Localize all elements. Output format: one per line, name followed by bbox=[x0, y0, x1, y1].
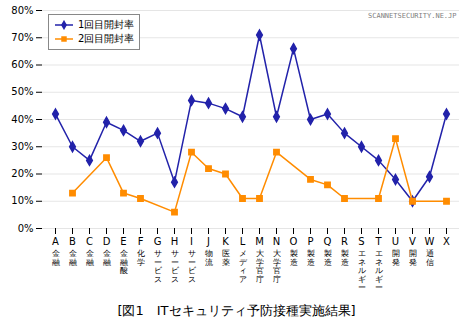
html-text:2回目開封率: 2回目開封率 bbox=[78, 33, 135, 44]
svg-text:60%: 60% bbox=[11, 59, 33, 70]
svg-text:エネルギー: エネルギー bbox=[375, 249, 383, 292]
svg-text:H: H bbox=[171, 236, 179, 247]
svg-text:40%: 40% bbox=[11, 114, 33, 125]
svg-text:サービス: サービス bbox=[188, 249, 197, 283]
svg-text:製造: 製造 bbox=[290, 249, 298, 266]
svg-text:N: N bbox=[273, 236, 280, 247]
svg-text:大学官庁: 大学官庁 bbox=[273, 249, 281, 283]
svg-text:金融: 金融 bbox=[86, 249, 94, 266]
svg-text:物流: 物流 bbox=[205, 249, 213, 266]
svg-text:V: V bbox=[409, 236, 416, 247]
svg-text:金融: 金融 bbox=[103, 249, 111, 266]
svg-text:E: E bbox=[120, 236, 126, 247]
svg-text:大学官庁: 大学官庁 bbox=[256, 249, 264, 283]
html-text:1回目開封率: 1回目開封率 bbox=[78, 19, 135, 30]
svg-text:W: W bbox=[425, 236, 435, 247]
svg-text:金融酸: 金融酸 bbox=[120, 249, 128, 275]
svg-text:80%: 80% bbox=[11, 5, 33, 16]
svg-text:SCANNETSECURITY.NE.JP: SCANNETSECURITY.NE.JP bbox=[368, 12, 457, 20]
svg-text:P: P bbox=[307, 236, 313, 247]
svg-text:0%: 0% bbox=[18, 223, 34, 234]
svg-text:医薬: 医薬 bbox=[222, 249, 230, 266]
svg-text:開発: 開発 bbox=[392, 249, 400, 266]
svg-text:サービス: サービス bbox=[154, 249, 163, 283]
svg-text:G: G bbox=[154, 236, 162, 247]
svg-text:70%: 70% bbox=[11, 32, 33, 43]
svg-text:U: U bbox=[392, 236, 399, 247]
svg-text:メディア: メディア bbox=[239, 249, 248, 283]
svg-text:20%: 20% bbox=[11, 168, 33, 179]
svg-text:10%: 10% bbox=[11, 195, 33, 206]
svg-text:J: J bbox=[206, 236, 210, 247]
svg-text:B: B bbox=[69, 236, 76, 247]
svg-text:化学: 化学 bbox=[137, 249, 145, 266]
svg-text:K: K bbox=[222, 236, 229, 247]
svg-text:金融: 金融 bbox=[52, 249, 60, 266]
svg-text:30%: 30% bbox=[11, 141, 33, 152]
svg-text:製造: 製造 bbox=[341, 249, 349, 266]
svg-text:開発: 開発 bbox=[409, 249, 417, 266]
svg-text:A: A bbox=[52, 236, 59, 247]
svg-text:C: C bbox=[86, 236, 93, 247]
svg-text:50%: 50% bbox=[11, 86, 33, 97]
svg-text:サービス: サービス bbox=[171, 249, 180, 283]
svg-text:製造: 製造 bbox=[307, 249, 315, 266]
svg-text:L: L bbox=[240, 236, 246, 247]
svg-text:D: D bbox=[103, 236, 111, 247]
svg-text:O: O bbox=[290, 236, 298, 247]
svg-text:S: S bbox=[358, 236, 364, 247]
svg-text:T: T bbox=[374, 236, 382, 247]
svg-text:M: M bbox=[255, 236, 264, 247]
svg-text:製造: 製造 bbox=[324, 249, 332, 266]
svg-text:Q: Q bbox=[324, 236, 332, 247]
svg-text:金融: 金融 bbox=[69, 249, 77, 266]
svg-text:F: F bbox=[138, 236, 144, 247]
svg-text:I: I bbox=[190, 236, 193, 247]
svg-text:R: R bbox=[341, 236, 348, 247]
html-text:[図1 ITセキュリティ予防接種実施結果]: [図1 ITセキュリティ予防接種実施結果] bbox=[117, 303, 356, 318]
svg-text:エネルギー: エネルギー bbox=[358, 249, 366, 292]
svg-text:X: X bbox=[443, 236, 450, 247]
svg-text:通信: 通信 bbox=[426, 249, 434, 266]
